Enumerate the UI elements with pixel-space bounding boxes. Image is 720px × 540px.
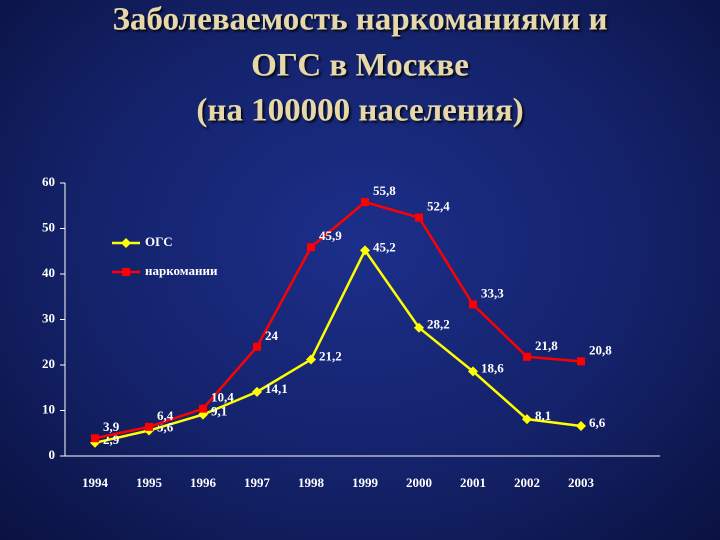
y-tick-label: 10 xyxy=(42,401,55,416)
data-point xyxy=(469,300,477,309)
x-tick-label: 1995 xyxy=(136,475,163,490)
y-tick-label: 50 xyxy=(42,219,55,234)
x-tick-label: 1994 xyxy=(82,475,109,490)
data-point xyxy=(577,357,585,366)
y-tick-label: 20 xyxy=(42,356,55,371)
data-label: 14,1 xyxy=(265,381,288,396)
data-point xyxy=(576,420,586,431)
data-point xyxy=(145,422,153,431)
legend-marker xyxy=(122,268,130,276)
data-point xyxy=(415,213,423,222)
data-label: 9,1 xyxy=(211,404,227,419)
data-label: 21,8 xyxy=(535,338,558,353)
x-tick-label: 1996 xyxy=(190,475,217,490)
legend-label: наркомании xyxy=(145,263,218,278)
data-label: 33,3 xyxy=(481,285,504,300)
y-tick-label: 40 xyxy=(42,265,55,280)
x-tick-label: 1997 xyxy=(244,475,271,490)
data-point xyxy=(468,366,478,377)
legend-marker xyxy=(121,238,131,248)
y-tick-label: 60 xyxy=(42,174,55,189)
x-tick-label: 2000 xyxy=(406,475,432,490)
data-label: 52,4 xyxy=(427,199,450,214)
data-point xyxy=(199,404,207,413)
x-tick-label: 2003 xyxy=(568,475,595,490)
data-point xyxy=(522,414,532,425)
series-line xyxy=(94,247,582,445)
data-label: 6,4 xyxy=(157,408,174,423)
data-point xyxy=(414,322,424,333)
x-tick-label: 2001 xyxy=(460,475,486,490)
y-tick-label: 0 xyxy=(49,447,56,462)
data-point xyxy=(253,342,261,351)
data-label: 6,6 xyxy=(589,415,606,430)
data-point xyxy=(306,354,316,365)
data-label: 8,1 xyxy=(535,408,551,423)
data-label: 45,2 xyxy=(373,239,396,254)
series-line xyxy=(94,200,582,440)
title-group: Заболеваемость наркоманиями и ОГС в Моск… xyxy=(113,2,608,129)
data-label: 18,6 xyxy=(481,360,504,375)
data-point xyxy=(523,352,531,361)
chart-title: (на 100000 населения) xyxy=(196,93,523,129)
x-tick-label: 1999 xyxy=(352,475,379,490)
x-tick-label: 2002 xyxy=(514,475,540,490)
data-label: 21,2 xyxy=(319,349,342,364)
y-tick-label: 30 xyxy=(42,310,55,325)
legend-label: ОГС xyxy=(145,234,173,249)
data-label: 20,8 xyxy=(589,342,612,357)
data-label: 3,9 xyxy=(103,419,120,434)
data-label: 45,9 xyxy=(319,228,342,243)
data-point xyxy=(91,434,99,443)
data-label: 10,4 xyxy=(211,390,234,405)
data-point xyxy=(361,198,369,207)
data-point xyxy=(252,386,262,397)
data-point xyxy=(360,245,370,256)
chart-title: ОГС в Москве xyxy=(251,48,469,84)
chart-title: Заболеваемость наркоманиями и xyxy=(113,2,608,38)
data-label: 55,8 xyxy=(373,183,396,198)
data-label: 28,2 xyxy=(427,317,450,332)
data-point xyxy=(307,243,315,252)
x-tick-label: 1998 xyxy=(298,475,325,490)
data-label: 24 xyxy=(265,328,279,343)
